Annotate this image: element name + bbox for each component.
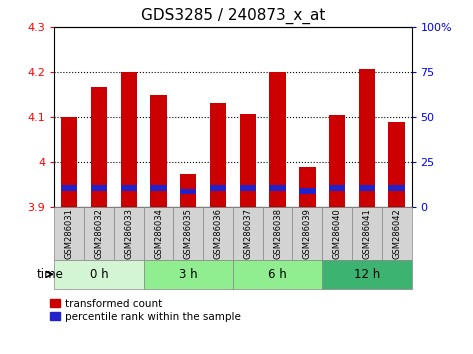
Bar (329, 185, 345, 191)
Text: GSM286031: GSM286031 (65, 208, 74, 259)
Bar (329, 115, 345, 207)
Text: GSM286032: GSM286032 (95, 208, 104, 259)
Text: GSM286041: GSM286041 (362, 208, 371, 259)
Text: GSM286042: GSM286042 (392, 208, 401, 259)
Bar (388, 185, 405, 191)
Legend: transformed count, percentile rank within the sample: transformed count, percentile rank withi… (50, 299, 241, 322)
Bar (180, 174, 196, 207)
Bar (352, 207, 382, 260)
Bar (61, 117, 78, 207)
Bar (263, 207, 292, 260)
Bar (54, 260, 144, 289)
Bar (91, 87, 107, 207)
Text: 6 h: 6 h (268, 268, 287, 281)
Bar (91, 185, 107, 191)
Bar (322, 260, 412, 289)
Bar (210, 103, 226, 207)
Bar (240, 114, 256, 207)
Bar (180, 189, 196, 194)
Bar (270, 72, 286, 207)
Bar (114, 207, 144, 260)
Text: GSM286038: GSM286038 (273, 208, 282, 259)
Text: GSM286034: GSM286034 (154, 208, 163, 259)
Text: GSM286037: GSM286037 (243, 208, 252, 259)
Bar (84, 207, 114, 260)
Text: 0 h: 0 h (90, 268, 108, 281)
Bar (388, 122, 405, 207)
Title: GDS3285 / 240873_x_at: GDS3285 / 240873_x_at (141, 7, 325, 24)
Bar (299, 188, 315, 194)
Bar (174, 207, 203, 260)
Text: GSM286036: GSM286036 (214, 208, 223, 259)
Text: GSM286035: GSM286035 (184, 208, 193, 259)
Bar (322, 207, 352, 260)
Text: GSM286040: GSM286040 (333, 208, 342, 259)
Bar (210, 185, 226, 191)
Bar (359, 69, 375, 207)
Bar (61, 185, 78, 191)
Bar (299, 167, 315, 207)
Text: 3 h: 3 h (179, 268, 198, 281)
Bar (54, 207, 84, 260)
Text: GSM286033: GSM286033 (124, 208, 133, 259)
Bar (270, 185, 286, 191)
Bar (144, 260, 233, 289)
Bar (359, 185, 375, 191)
Bar (233, 260, 322, 289)
Bar (203, 207, 233, 260)
Bar (150, 185, 167, 191)
Bar (144, 207, 174, 260)
Bar (382, 207, 412, 260)
Bar (121, 72, 137, 207)
Text: GSM286039: GSM286039 (303, 208, 312, 259)
Text: 12 h: 12 h (354, 268, 380, 281)
Bar (233, 207, 263, 260)
Text: time: time (36, 268, 63, 281)
Bar (150, 95, 167, 207)
Bar (121, 185, 137, 191)
Bar (292, 207, 322, 260)
Bar (240, 185, 256, 191)
